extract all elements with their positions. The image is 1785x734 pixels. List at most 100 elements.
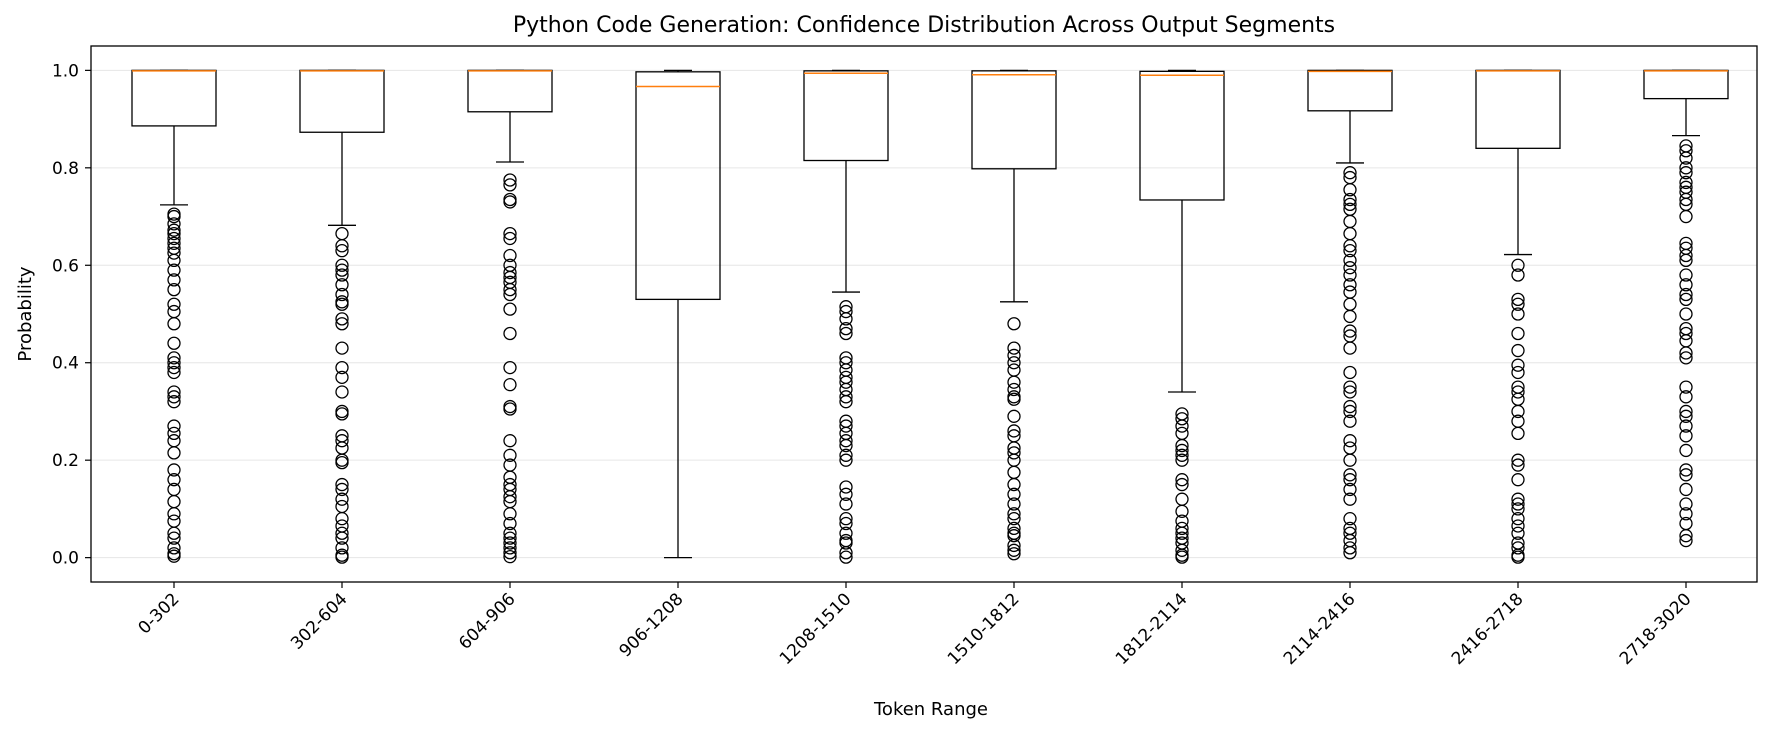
outlier-point (1343, 414, 1357, 428)
outlier-point (167, 253, 181, 268)
outlier-point (1343, 166, 1357, 180)
boxes-layer (131, 69, 1729, 564)
outlier-point (167, 419, 181, 433)
box-group (803, 69, 889, 564)
outlier-point (503, 378, 517, 392)
outlier-point (839, 419, 853, 433)
outlier-point (1007, 317, 1021, 331)
outlier-point (503, 507, 517, 521)
outlier-point (167, 360, 181, 375)
box (1139, 70, 1225, 201)
outlier-point (335, 541, 349, 555)
outlier-point (167, 236, 181, 250)
outlier-point (1007, 446, 1021, 460)
outlier-point (1511, 258, 1525, 272)
outlier-point (503, 550, 517, 564)
outlier-point (1511, 453, 1525, 467)
outlier-point (167, 514, 181, 528)
outlier-point (503, 490, 517, 504)
outlier-point (839, 536, 853, 550)
outlier-point (503, 226, 517, 241)
outlier-point (1511, 268, 1525, 282)
outlier-point (1679, 351, 1693, 365)
outlier-point (167, 351, 181, 365)
box-group (1307, 69, 1393, 560)
outlier-point (335, 455, 349, 470)
outlier-point (1007, 543, 1021, 557)
y-tick-label: 0.4 (52, 354, 79, 374)
outlier-point (1343, 441, 1357, 455)
x-tick-label: 0-302 (134, 589, 183, 638)
outlier-point (1175, 412, 1189, 426)
outlier-point (1007, 409, 1021, 423)
outlier-point (167, 390, 181, 404)
outlier-point (335, 550, 349, 564)
outlier-point (1343, 404, 1357, 419)
outlier-point (167, 223, 181, 237)
outlier-point (1511, 292, 1525, 307)
box-group (971, 69, 1057, 561)
outlier-point (839, 426, 853, 441)
outlier-point (1511, 502, 1525, 516)
outlier-point (1175, 473, 1189, 487)
outlier-point (1679, 151, 1693, 165)
outlier-point (503, 541, 517, 555)
outlier-point (1343, 183, 1357, 197)
outlier-point (167, 385, 181, 399)
outlier-point (1343, 214, 1357, 229)
box-group (635, 69, 721, 559)
outlier-point (1007, 529, 1021, 543)
outlier-point (1343, 468, 1357, 482)
outlier-point (335, 526, 349, 540)
outlier-point (1343, 492, 1357, 506)
outlier-point (503, 434, 517, 448)
y-tick-label: 0.2 (52, 451, 79, 471)
x-tick-label: 1208-1510 (776, 589, 856, 669)
outlier-point (167, 395, 181, 409)
outlier-point (1343, 324, 1357, 338)
outlier-point (1175, 492, 1189, 506)
outlier-point (167, 531, 181, 545)
outlier-point (503, 282, 517, 297)
outlier-point (1679, 268, 1693, 282)
outlier-point (839, 390, 853, 404)
x-tick-label: 1812-2114 (1112, 589, 1192, 669)
grid-lines (91, 69, 1757, 559)
outlier-point (167, 446, 181, 460)
outlier-point (1175, 477, 1189, 492)
outlier-point (335, 531, 349, 545)
box-group (1475, 69, 1561, 564)
box-group (131, 69, 217, 563)
outlier-point (1007, 507, 1021, 521)
box (467, 69, 553, 113)
outlier-point (1343, 278, 1357, 292)
outlier-point (1679, 497, 1693, 511)
outlier-point (335, 341, 349, 355)
outlier-point (167, 226, 181, 241)
outlier-point (1007, 497, 1021, 511)
outlier-point (1175, 526, 1189, 540)
outlier-point (1007, 341, 1021, 355)
y-tick-label: 0.0 (52, 549, 79, 569)
outlier-point (839, 326, 853, 341)
x-tick-label: 302-604 (287, 589, 351, 653)
outlier-point (1175, 550, 1189, 564)
outlier-point (839, 434, 853, 448)
outlier-point (839, 356, 853, 370)
outlier-point (1511, 550, 1525, 564)
outlier-point (839, 382, 853, 397)
x-tick-label: 2114-2416 (1280, 589, 1360, 669)
outlier-point (839, 304, 853, 319)
outlier-point (1679, 419, 1693, 433)
outlier-point (503, 178, 517, 192)
y-axis-label: Probability (15, 266, 36, 361)
outlier-point (839, 516, 853, 531)
outlier-point (1175, 543, 1189, 557)
outlier-point (839, 395, 853, 409)
outlier-point (167, 282, 181, 297)
outlier-point (167, 336, 181, 350)
outlier-point (1343, 309, 1357, 324)
y-tick-label: 0.8 (52, 159, 79, 179)
outlier-point (1343, 341, 1357, 355)
